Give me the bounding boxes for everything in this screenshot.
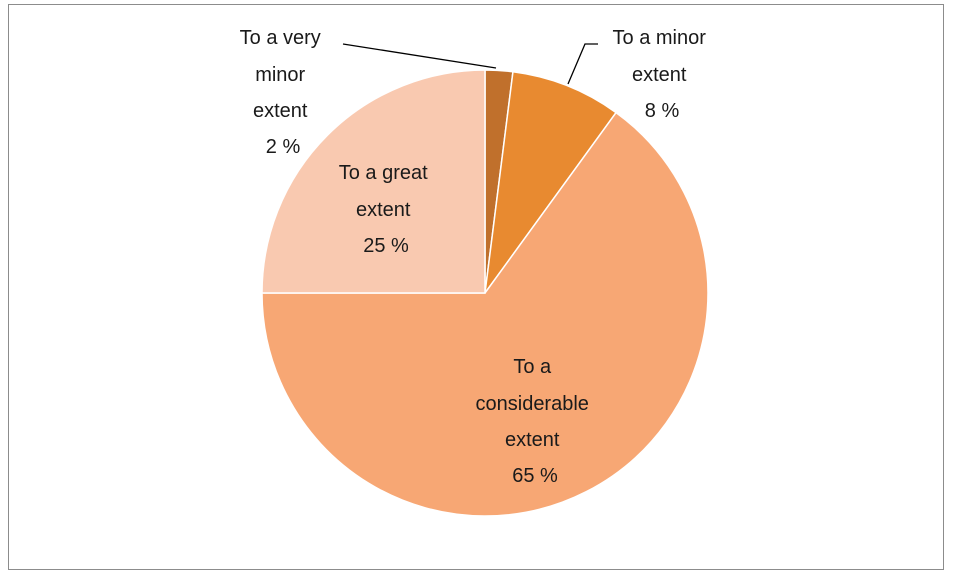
slice-labels: To a very minor extent 2 % To a minor ex… (240, 27, 712, 487)
slice-considerable (261, 111, 709, 517)
slice-label-minor: To a minor extent 8 % (613, 27, 712, 122)
pie-slices (261, 69, 709, 517)
slice-label-very-minor: To a very minor extent 2 % (240, 27, 327, 158)
leader-lines (342, 43, 598, 85)
slice-great (261, 69, 486, 294)
leader-line-minor (567, 43, 598, 85)
leader-line-very-minor (342, 43, 497, 69)
slice-label-considerable: To a considerable extent 65 % (476, 356, 595, 487)
slice-minor (484, 70, 618, 294)
slice-label-great: To a great extent 25 % (339, 162, 434, 257)
